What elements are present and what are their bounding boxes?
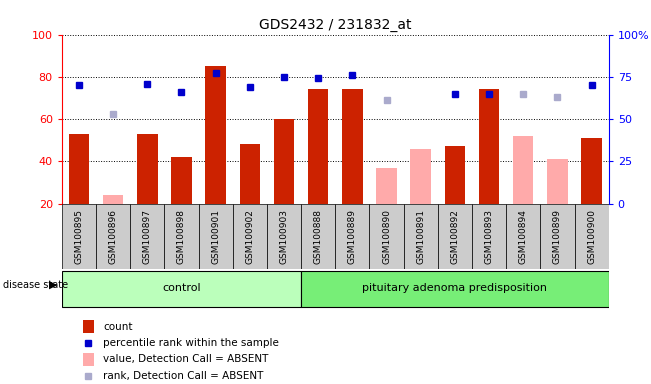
Bar	[103, 195, 124, 204]
Bar	[342, 89, 363, 204]
Bar	[575, 204, 609, 269]
Bar	[506, 204, 540, 269]
Text: GSM100899: GSM100899	[553, 209, 562, 264]
Text: GSM100901: GSM100901	[211, 209, 220, 264]
Bar	[411, 149, 431, 204]
Bar	[83, 353, 94, 366]
Text: control: control	[162, 283, 201, 293]
Text: ▶: ▶	[49, 280, 57, 290]
Bar	[301, 204, 335, 269]
Bar	[513, 136, 534, 204]
Text: GSM100895: GSM100895	[74, 209, 83, 264]
Bar	[62, 204, 96, 269]
Text: disease state: disease state	[3, 280, 68, 290]
Bar	[479, 89, 499, 204]
Title: GDS2432 / 231832_at: GDS2432 / 231832_at	[259, 18, 411, 32]
Text: GSM100897: GSM100897	[143, 209, 152, 264]
Text: pituitary adenoma predisposition: pituitary adenoma predisposition	[363, 283, 547, 293]
Text: GSM100889: GSM100889	[348, 209, 357, 264]
Text: GSM100892: GSM100892	[450, 209, 460, 263]
Bar	[171, 157, 192, 204]
Bar	[301, 271, 609, 307]
Bar	[540, 204, 575, 269]
Bar	[206, 66, 226, 204]
Bar	[137, 134, 158, 204]
Bar	[376, 167, 396, 204]
Text: rank, Detection Call = ABSENT: rank, Detection Call = ABSENT	[103, 371, 264, 381]
Text: GSM100894: GSM100894	[519, 209, 528, 263]
Bar	[581, 138, 602, 204]
Bar	[308, 89, 328, 204]
Text: GSM100888: GSM100888	[314, 209, 323, 264]
Bar	[130, 204, 164, 269]
Bar	[437, 204, 472, 269]
Bar	[445, 146, 465, 204]
Text: GSM100896: GSM100896	[109, 209, 118, 264]
Bar	[273, 119, 294, 204]
Bar	[83, 320, 94, 333]
Bar	[62, 271, 301, 307]
Text: GSM100891: GSM100891	[416, 209, 425, 264]
Text: GSM100898: GSM100898	[177, 209, 186, 264]
Bar	[547, 159, 568, 204]
Bar	[267, 204, 301, 269]
Bar	[370, 204, 404, 269]
Bar	[199, 204, 233, 269]
Bar	[335, 204, 370, 269]
Bar	[69, 134, 89, 204]
Bar	[472, 204, 506, 269]
Text: count: count	[103, 322, 133, 332]
Bar	[96, 204, 130, 269]
Text: GSM100893: GSM100893	[484, 209, 493, 264]
Bar	[240, 144, 260, 204]
Bar	[164, 204, 199, 269]
Bar	[233, 204, 267, 269]
Text: GSM100890: GSM100890	[382, 209, 391, 264]
Text: GSM100900: GSM100900	[587, 209, 596, 264]
Text: value, Detection Call = ABSENT: value, Detection Call = ABSENT	[103, 354, 268, 364]
Text: GSM100902: GSM100902	[245, 209, 255, 263]
Bar	[404, 204, 437, 269]
Text: percentile rank within the sample: percentile rank within the sample	[103, 338, 279, 348]
Text: GSM100903: GSM100903	[279, 209, 288, 264]
